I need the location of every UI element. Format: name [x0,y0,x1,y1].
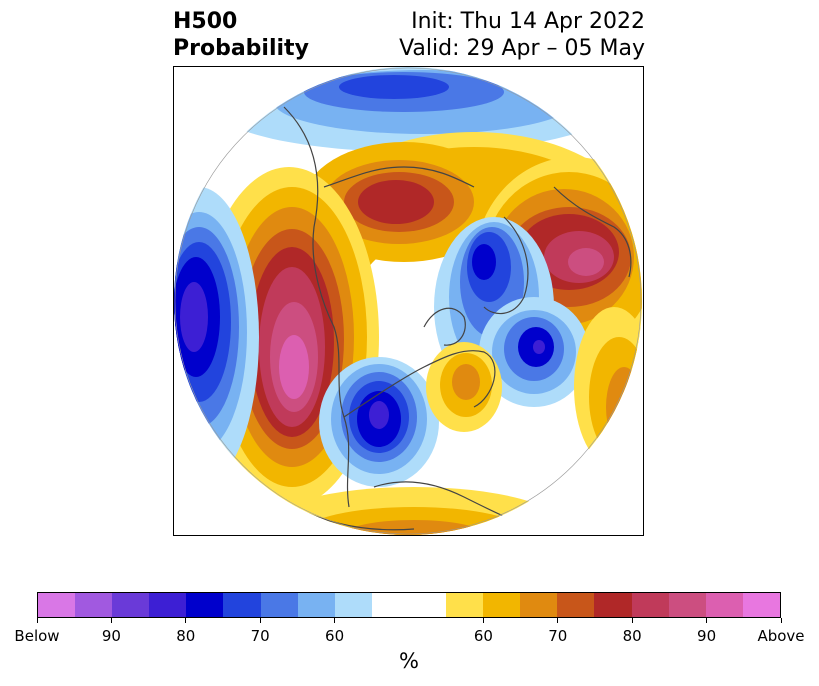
colorbar-segment [371,593,409,617]
colorbar-tick-mark [334,618,336,623]
colorbar-segment [705,593,743,617]
colorbar-tick-label: Below [14,627,60,645]
above-region-hudson [426,342,502,432]
below-region-northatlantic [479,297,589,407]
colorbar-segment [742,593,780,617]
title-variable: H500 [173,9,238,34]
colorbar-segment [334,593,372,617]
colorbar-tick-mark [482,618,484,623]
colorbar-tick-mark [36,618,38,623]
colorbar-segment [594,593,632,617]
colorbar-segment [223,593,261,617]
colorbar-tick-mark [706,618,708,623]
colorbar-segment [112,593,150,617]
colorbar-tick-mark [780,618,782,623]
colorbar-segment [297,593,335,617]
title-block-right: Init: Thu 14 Apr 2022 Valid: 29 Apr – 05… [399,8,645,62]
title-product: Probability [173,36,309,61]
colorbar-tick-label: 90 [697,627,717,645]
colorbar-tick-mark [259,618,261,623]
probability-field [174,67,642,535]
colorbar-segment [631,593,669,617]
colorbar-tick-mark [110,618,112,623]
colorbar-tick-label: 60 [473,627,493,645]
probability-map [174,67,642,535]
colorbar-segment [668,593,706,617]
colorbar [37,592,781,618]
colorbar-segment [75,593,113,617]
colorbar-segment [520,593,558,617]
colorbar-tick-label: 90 [101,627,121,645]
colorbar-tick-mark [185,618,187,623]
title-valid-range: Valid: 29 Apr – 05 May [399,36,645,61]
colorbar-segment [38,593,76,617]
below-region-canada [319,357,439,487]
colorbar-segment [557,593,595,617]
colorbar-segment [149,593,187,617]
colorbar-segment [483,593,521,617]
colorbar-tick-label: Above [757,627,805,645]
title-init-date: Init: Thu 14 Apr 2022 [411,9,645,34]
colorbar-tick-mark [631,618,633,623]
colorbar-units-label: % [399,649,419,673]
colorbar-tick-label: 60 [325,627,345,645]
colorbar-tick-label: 70 [548,627,568,645]
colorbar-tick-label: 80 [176,627,196,645]
colorbar-segment [408,593,447,617]
colorbar-tick-mark [557,618,559,623]
colorbar-segment [186,593,224,617]
colorbar-tick-label: 70 [250,627,270,645]
above-region-south-us [264,487,564,535]
colorbar-tick-label: 80 [622,627,642,645]
colorbar-segment [446,593,484,617]
map-panel [173,66,644,536]
title-block-left: H500 Probability [173,8,309,62]
colorbar-segment [260,593,298,617]
